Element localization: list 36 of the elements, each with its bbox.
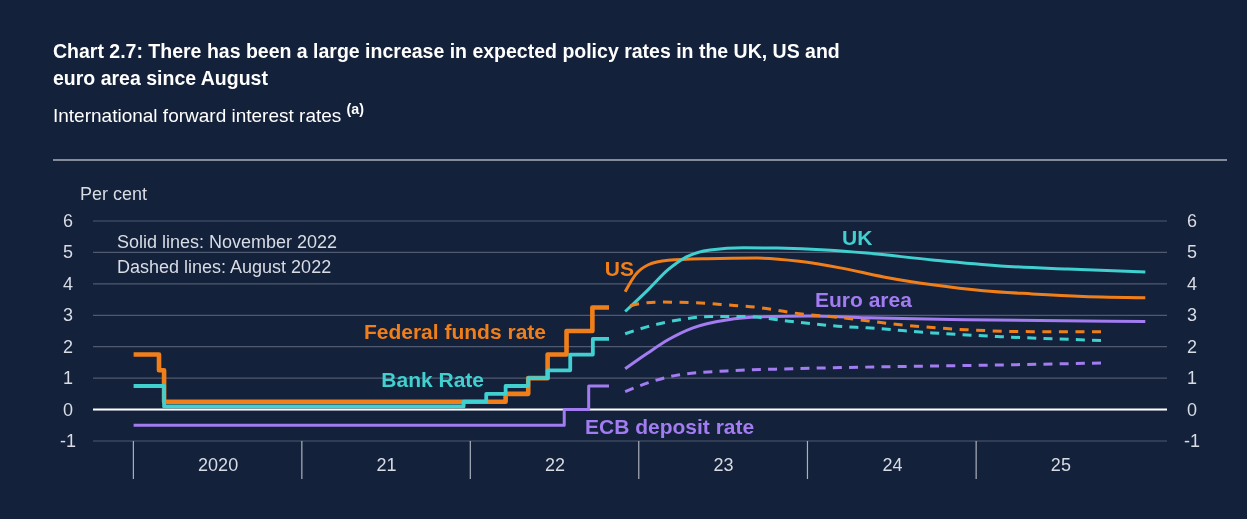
y2-tick-label: 3 (1186, 305, 1198, 326)
y2-tick-label: 0 (1186, 399, 1198, 420)
y2-tick-label: 1 (1186, 368, 1198, 389)
x-tick-label: 21 (376, 454, 397, 475)
y2-tick-label: 2 (1186, 336, 1198, 357)
chart-title: Chart 2.7: There has been a large increase in expected policy rates in the UK, US and euro area since August (53, 40, 840, 89)
series-label: Bank Rate (381, 368, 484, 391)
y-tick-label: 2 (62, 336, 74, 357)
y2-tick-label: 5 (1186, 242, 1198, 263)
x-tick-label: 24 (882, 454, 903, 475)
series-label: Euro area (815, 288, 913, 311)
series-label: ECB deposit rate (585, 415, 755, 438)
y-tick-label: -1 (59, 431, 77, 451)
y-axis-title: Per cent (80, 184, 148, 204)
annotation: Dashed lines: August 2022 (117, 257, 332, 277)
x-tick-label: 25 (1050, 454, 1071, 475)
y-tick-label: 3 (62, 305, 74, 326)
y2-tick-label: -1 (1183, 431, 1201, 451)
line-series (623, 361, 1103, 394)
series-label: Federal funds rate (363, 320, 546, 343)
annotation: Solid lines: November 2022 (117, 232, 338, 252)
y-tick-label: 6 (62, 211, 74, 231)
x-tick-label: 22 (545, 454, 566, 475)
x-tick-label: 2020 (198, 454, 239, 475)
y-tick-label: 4 (62, 273, 74, 294)
series-label: US (604, 257, 634, 280)
y-tick-label: 1 (62, 368, 74, 389)
series-label: UK (842, 226, 873, 249)
y2-tick-label: 4 (1186, 273, 1198, 294)
y2-tick-label: 6 (1186, 211, 1198, 231)
line-series (623, 315, 1103, 342)
line-series (623, 314, 1147, 371)
y-tick-label: 5 (62, 242, 74, 263)
y-tick-label: 0 (62, 399, 74, 420)
x-tick-label: 23 (713, 454, 734, 475)
chart-subtitle: International forward interest rates $^{(a)}$ (53, 101, 365, 126)
